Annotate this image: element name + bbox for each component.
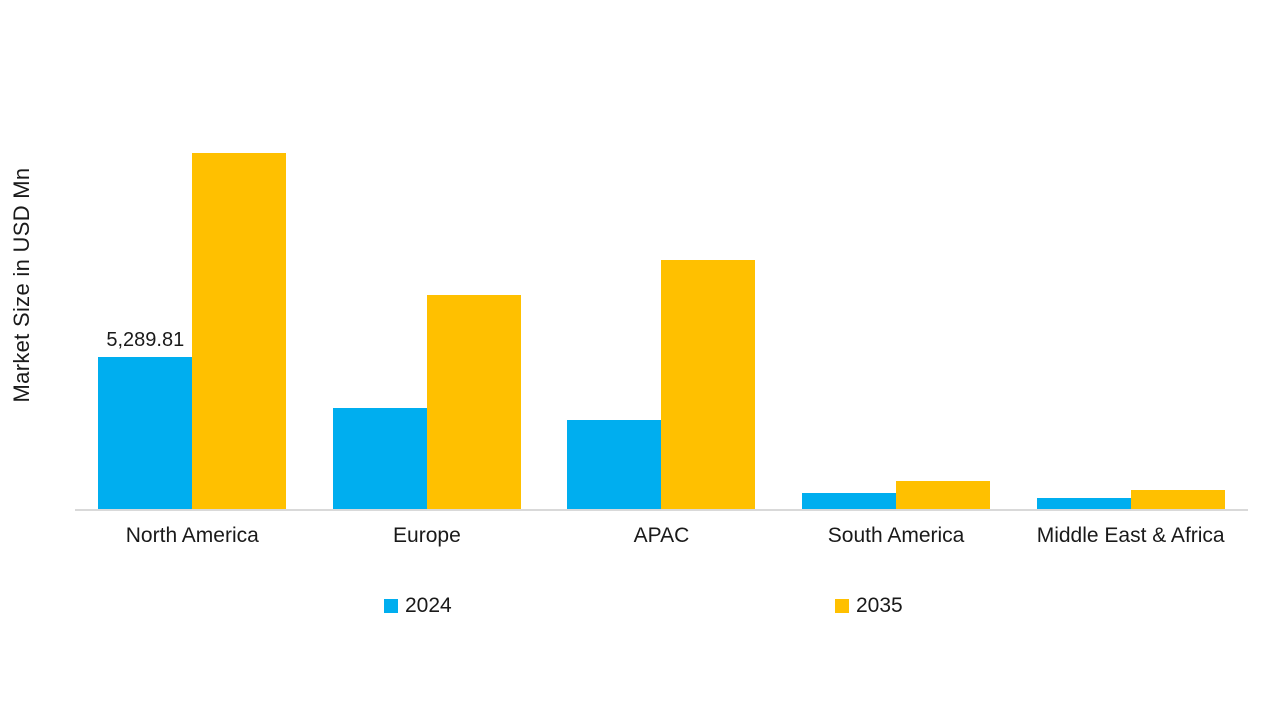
legend-label-2024: 2024 xyxy=(405,594,452,617)
bar-2035-north-america xyxy=(192,153,287,509)
bar-group-south-america xyxy=(779,120,1014,509)
x-axis-label-north-america: North America xyxy=(125,524,259,547)
bar-group-europe xyxy=(310,120,545,509)
bar-2024-apac xyxy=(567,420,662,509)
x-axis-label-middle-east-africa: Middle East & Africa xyxy=(1036,524,1225,547)
legend-swatch-2024 xyxy=(384,599,398,613)
legend-item-2035: 2035 xyxy=(835,594,903,618)
y-axis-title: Market Size in USD Mn xyxy=(9,167,34,403)
x-axis-labels: North America Europe APAC South America Midd… xyxy=(75,524,1248,548)
bar-2035-south-america xyxy=(896,481,991,509)
x-axis-label-apac: APAC xyxy=(633,524,690,547)
bar-group-apac xyxy=(544,120,779,509)
legend-label-2035: 2035 xyxy=(856,594,903,617)
bar-group-north-america: 5,289.81 xyxy=(75,120,310,509)
legend-item-2024: 2024 xyxy=(384,594,452,618)
bar-2035-apac xyxy=(661,260,756,509)
legend: 2024 2035 xyxy=(0,594,1280,624)
legend-swatch-2035 xyxy=(835,599,849,613)
bar-2024-south-america xyxy=(802,493,897,509)
bar-group-middle-east-africa xyxy=(1013,120,1248,509)
bar-2024-middle-east-africa xyxy=(1036,498,1131,509)
x-axis-label-europe: Europe xyxy=(393,524,461,547)
plot-area: 5,289.81 xyxy=(75,120,1248,511)
bar-2035-europe xyxy=(426,295,521,509)
x-axis-label-south-america: South America xyxy=(827,524,965,547)
data-label-2024-north-america: 5,289.81 xyxy=(106,329,185,351)
bar-2035-middle-east-africa xyxy=(1130,490,1225,509)
bar-2024-europe xyxy=(332,408,427,509)
bar-2024-north-america: 5,289.81 xyxy=(98,329,193,509)
